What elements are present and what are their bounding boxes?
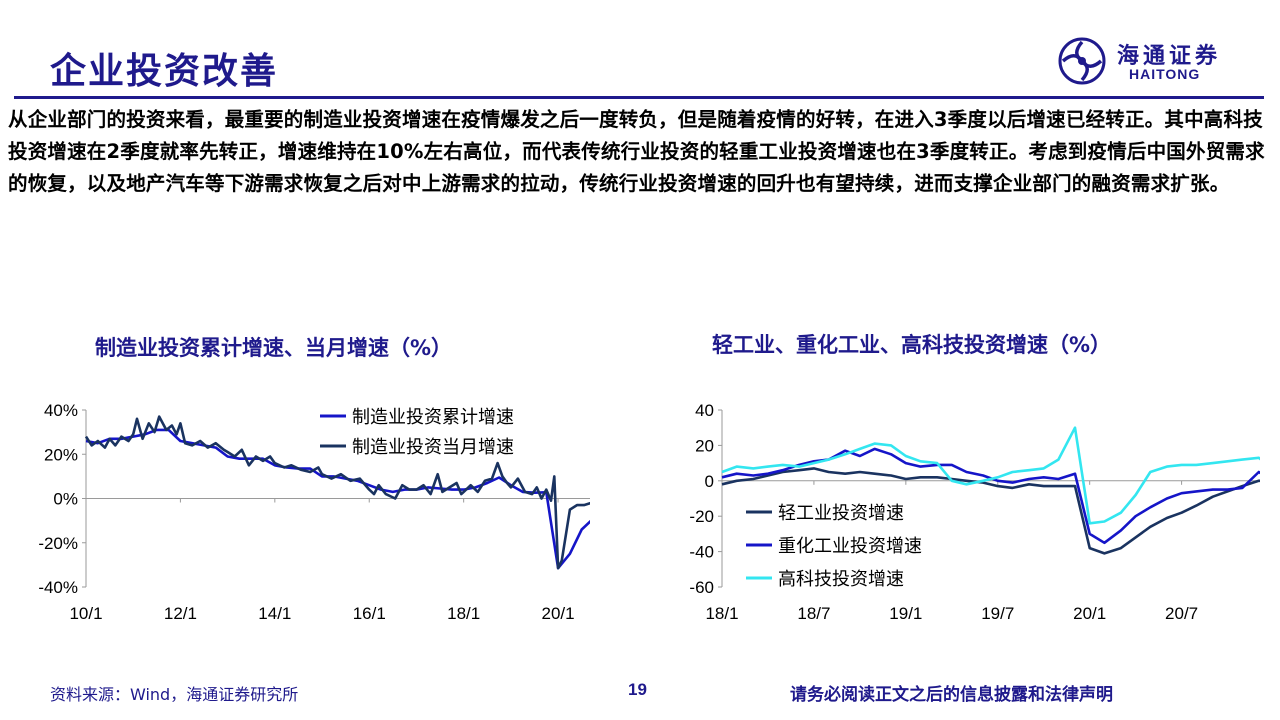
haitong-logo: 海通证券 HAITONG — [1055, 36, 1245, 86]
legend-label-2: 制造业投资当月增速 — [352, 437, 514, 457]
legend-label-3: 高科技投资增速 — [778, 569, 904, 589]
y-tick-label: 40 — [695, 401, 714, 420]
x-tick-label: 14/1 — [258, 604, 291, 623]
legal-disclaimer: 请务必阅读正文之后的信息披露和法律声明 — [790, 685, 1113, 705]
y-tick-label: 20 — [695, 436, 714, 455]
y-tick-label: -40 — [689, 543, 714, 562]
legend-label-1: 轻工业投资增速 — [778, 503, 904, 523]
legend-label-1: 制造业投资累计增速 — [352, 407, 514, 427]
y-tick-label: 0 — [705, 472, 714, 491]
x-tick-label: 18/1 — [705, 604, 738, 623]
manufacturing-investment-chart: 40% 20% 0% -20% -40% 10/1 12/1 14/1 16/1 18/1 20/1… — [38, 401, 590, 623]
sector-investment-chart: 40 20 0 -20 -40 -60 18/1 18/7 19/1 19/7 20/1 20/7 轻工… — [689, 401, 1260, 623]
series-line-1 — [721, 467, 1260, 555]
x-tick-label: 16/1 — [353, 604, 386, 623]
x-tick-label: 10/1 — [69, 604, 102, 623]
logo-english-name: HAITONG — [1129, 66, 1201, 82]
title-divider — [14, 96, 1264, 99]
x-tick-label: 18/7 — [797, 604, 830, 623]
page-title: 企业投资改善 — [50, 50, 279, 92]
chart1-title: 制造业投资累计增速、当月增速（%） — [95, 336, 453, 360]
logo-chinese-name: 海通证券 — [1117, 43, 1222, 69]
y-tick-label: 40% — [44, 401, 78, 420]
x-tick-label: 20/1 — [542, 604, 575, 623]
y-tick-label: -20% — [38, 534, 78, 553]
y-tick-label: -60 — [689, 578, 714, 597]
x-tick-label: 20/7 — [1165, 604, 1198, 623]
y-tick-label: 0% — [53, 490, 78, 509]
y-tick-label: -40% — [38, 578, 78, 597]
x-tick-label: 19/7 — [981, 604, 1014, 623]
x-tick-label: 19/1 — [889, 604, 922, 623]
series-line-1 — [85, 428, 590, 570]
y-tick-label: 20% — [44, 445, 78, 464]
series-line-3 — [721, 426, 1260, 525]
series-line-2 — [84, 415, 590, 570]
body-paragraph: 从企业部门的投资来看，最重要的制造业投资增速在疫情爆发之后一度转负，但是随着疫情… — [8, 108, 1265, 195]
haitong-logo-icon — [1058, 37, 1106, 85]
y-tick-label: -20 — [689, 507, 714, 526]
chart2-title: 轻工业、重化工业、高科技投资增速（%） — [712, 333, 1112, 357]
source-note: 资料来源：Wind，海通证券研究所 — [50, 685, 299, 704]
legend-label-2: 重化工业投资增速 — [778, 536, 922, 556]
x-tick-label: 18/1 — [447, 604, 480, 623]
x-tick-label: 20/1 — [1073, 604, 1106, 623]
x-tick-label: 12/1 — [164, 604, 197, 623]
page-number: 19 — [628, 680, 647, 699]
series-line-2 — [721, 447, 1260, 545]
